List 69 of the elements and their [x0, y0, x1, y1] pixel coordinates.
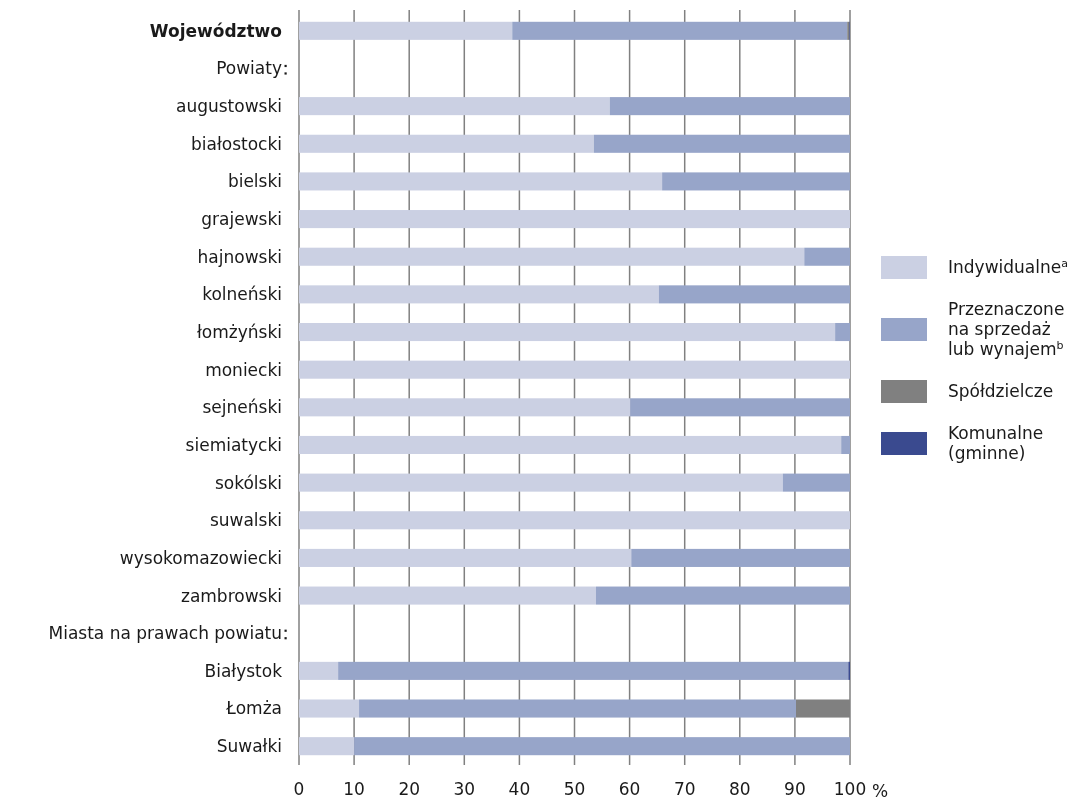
legend-label: Przeznaczone na sprzedaż lub wynajem$^{b}$: [948, 299, 1065, 359]
x-axis-title: %: [872, 781, 889, 799]
bar: [338, 661, 849, 680]
bar: [299, 360, 850, 379]
y-tick-label: bielski: [227, 171, 282, 192]
bar: [835, 322, 850, 342]
y-tick-label: moniecki: [205, 359, 282, 380]
x-tick-label: 50: [563, 779, 586, 799]
bar: [359, 699, 796, 718]
bar: [782, 473, 850, 492]
x-tick-label: 100: [833, 779, 867, 799]
y-tick-label: kolneński: [202, 284, 282, 305]
y-tick-label: sejneński: [202, 397, 282, 418]
y-tick-label: Miasta na prawach powiatu: [48, 623, 282, 644]
bar: [609, 97, 850, 116]
y-tick-label: zambrowski: [180, 585, 282, 606]
bar: [299, 21, 513, 40]
bar: [299, 285, 659, 304]
bar: [299, 210, 850, 229]
bar: [593, 134, 850, 153]
bar: [299, 661, 339, 680]
legend-label: Komunalne (gminne): [948, 423, 1044, 463]
y-tick-label: Województwo: [149, 20, 282, 41]
bar: [299, 97, 610, 116]
y-tick-label: grajewski: [201, 209, 282, 230]
x-tick-label: 10: [343, 779, 365, 799]
y-tick-label: wysokomazowiecki: [119, 547, 282, 568]
bar: [299, 586, 596, 605]
bar: [299, 737, 355, 756]
y-tick-label: Suwałki: [216, 736, 282, 757]
bar: [299, 511, 850, 530]
y-tick-label: Białystok: [204, 660, 283, 681]
bar: [658, 285, 850, 304]
y-tick-label: hajnowski: [197, 246, 282, 267]
bar: [299, 548, 632, 567]
bar: [299, 473, 783, 492]
y-tick-label: Powiaty: [216, 58, 282, 79]
y-tick-label: sokólski: [214, 472, 282, 493]
x-tick-label: 60: [618, 779, 641, 799]
bar: [512, 21, 848, 40]
y-tick-label: białostocki: [190, 133, 282, 154]
x-tick-label: 30: [453, 779, 476, 799]
bar: [299, 699, 360, 718]
bar: [299, 172, 663, 191]
bar: [299, 322, 836, 342]
bar: [804, 247, 850, 266]
bar: [595, 586, 850, 605]
bar: [662, 172, 850, 191]
x-tick-label: 90: [784, 779, 806, 799]
y-tick-label: Łomża: [225, 698, 282, 719]
y-tick-label: augustowski: [175, 96, 282, 117]
bar: [299, 398, 631, 417]
x-tick-label: 40: [508, 779, 531, 799]
bar: [631, 548, 850, 567]
y-tick-label: łomżyński: [197, 321, 282, 342]
bar: [354, 737, 850, 756]
x-tick-label: 80: [728, 779, 751, 799]
x-tick-label: 0: [293, 779, 305, 799]
bar: [299, 134, 594, 153]
legend-label: Indywidualne$^{a}$: [948, 256, 1068, 277]
bar: [299, 435, 842, 455]
y-tick-label: suwalski: [209, 510, 282, 531]
x-tick-label: 70: [673, 779, 696, 799]
legend-label: Spółdzielcze: [948, 381, 1054, 401]
bar: [841, 435, 850, 455]
bar: [299, 247, 805, 266]
bar: [630, 398, 850, 417]
y-tick-label: siemiatycki: [185, 434, 282, 455]
x-tick-label: 20: [398, 779, 421, 799]
